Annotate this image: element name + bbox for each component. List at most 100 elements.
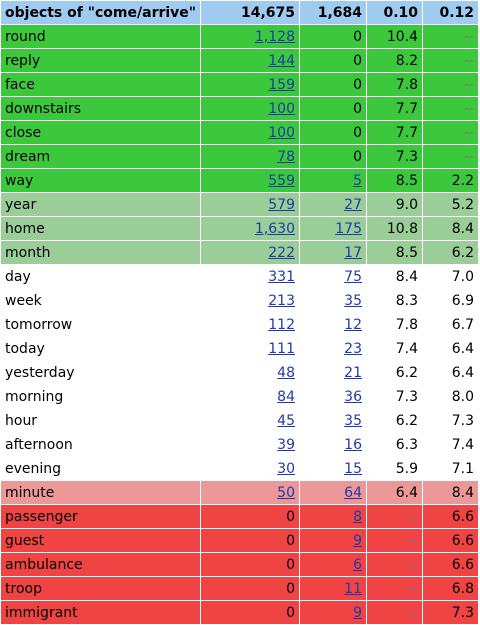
row-score-b: 5.2 <box>451 196 474 213</box>
row-freq-b-link[interactable]: 12 <box>344 316 362 333</box>
row-freq-b-link[interactable]: 11 <box>344 580 362 597</box>
row-freq-b-link[interactable]: 8 <box>353 508 362 525</box>
row-freq-b-cell: 17 <box>300 241 367 265</box>
row-freq-a-cell: 579 <box>201 193 300 217</box>
row-freq-a-link[interactable]: 30 <box>277 460 295 477</box>
row-freq-b-cell: 9 <box>300 601 367 625</box>
row-freq-b-cell: 75 <box>300 265 367 289</box>
row-score-b: 8.4 <box>451 220 474 237</box>
row-score-a: 6.2 <box>395 364 418 381</box>
row-freq-a-cell: 112 <box>201 313 300 337</box>
row-freq-b-cell: 12 <box>300 313 367 337</box>
row-score-b: 2.2 <box>451 172 474 189</box>
row-freq-a-cell: 222 <box>201 241 300 265</box>
table-row: minute 50 64 6.4 8.4 <box>0 480 479 505</box>
header-score-b: 0.12 <box>439 4 474 21</box>
row-score-b: -- <box>463 148 474 165</box>
row-freq-a-link[interactable]: 213 <box>268 292 295 309</box>
row-freq-a-link[interactable]: 45 <box>277 412 295 429</box>
row-freq-b-link[interactable]: 16 <box>344 436 362 453</box>
row-freq-b-link[interactable]: 17 <box>344 244 362 261</box>
header-score-a: 0.10 <box>383 4 418 21</box>
row-freq-b-link[interactable]: 75 <box>344 268 362 285</box>
row-word: face <box>5 76 35 93</box>
row-score-a: 6.4 <box>395 484 418 501</box>
row-freq-b-link[interactable]: 9 <box>353 604 362 621</box>
row-freq-b-cell: 0 <box>353 76 362 93</box>
row-score-b: 7.3 <box>451 412 474 429</box>
row-freq-a-link[interactable]: 50 <box>277 484 295 501</box>
row-freq-b-cell: 0 <box>353 148 362 165</box>
row-freq-a-link[interactable]: 331 <box>268 268 295 285</box>
row-score-a: 8.2 <box>395 52 418 69</box>
row-freq-b-link[interactable]: 5 <box>353 172 362 189</box>
row-freq-a-link[interactable]: 144 <box>268 52 295 69</box>
row-score-b: -- <box>463 76 474 93</box>
row-freq-b-link[interactable]: 21 <box>344 364 362 381</box>
row-freq-a-link[interactable]: 39 <box>277 436 295 453</box>
row-score-b: 7.0 <box>451 268 474 285</box>
row-freq-a-cell: 159 <box>201 73 300 97</box>
row-score-b: 6.6 <box>451 508 474 525</box>
table-body: round 1,128 0 10.4 -- reply 144 0 8.2 -- face 159 0 7… <box>0 24 479 625</box>
row-score-a: -- <box>407 508 418 525</box>
row-freq-a-cell: 39 <box>201 433 300 457</box>
row-freq-a-link[interactable]: 1,630 <box>254 220 295 237</box>
row-freq-b-cell: 15 <box>300 457 367 481</box>
row-freq-b-link[interactable]: 9 <box>353 532 362 549</box>
row-score-b: 8.0 <box>451 388 474 405</box>
row-score-b: -- <box>463 52 474 69</box>
row-score-a: 7.8 <box>395 316 418 333</box>
row-freq-b-link[interactable]: 175 <box>335 220 362 237</box>
row-freq-b-link[interactable]: 35 <box>344 292 362 309</box>
row-freq-b-link[interactable]: 27 <box>344 196 362 213</box>
table-row: evening 30 15 5.9 7.1 <box>0 456 479 481</box>
row-freq-b-link[interactable]: 15 <box>344 460 362 477</box>
row-freq-b-link[interactable]: 6 <box>353 556 362 573</box>
row-score-b: 6.6 <box>451 556 474 573</box>
table-row: downstairs 100 0 7.7 -- <box>0 96 479 121</box>
row-freq-b-cell: 35 <box>300 409 367 433</box>
row-freq-a-link[interactable]: 1,128 <box>254 28 295 45</box>
row-score-a: 8.3 <box>395 292 418 309</box>
row-freq-b-cell: 0 <box>353 28 362 45</box>
row-freq-b-cell: 27 <box>300 193 367 217</box>
table-row: reply 144 0 8.2 -- <box>0 48 479 73</box>
table-row: dream 78 0 7.3 -- <box>0 144 479 169</box>
row-score-b: 7.4 <box>451 436 474 453</box>
row-word: downstairs <box>5 100 82 117</box>
row-word: reply <box>5 52 41 69</box>
row-score-b: 7.1 <box>451 460 474 477</box>
row-score-b: 6.4 <box>451 364 474 381</box>
row-freq-a-cell: 0 <box>286 604 295 621</box>
table-row: yesterday 48 21 6.2 6.4 <box>0 360 479 385</box>
row-freq-a-link[interactable]: 559 <box>268 172 295 189</box>
row-score-a: 7.3 <box>395 148 418 165</box>
table-row: way 559 5 8.5 2.2 <box>0 168 479 193</box>
row-freq-a-link[interactable]: 100 <box>268 124 295 141</box>
row-freq-a-link[interactable]: 112 <box>268 316 295 333</box>
row-freq-a-link[interactable]: 84 <box>277 388 295 405</box>
row-word: day <box>5 268 31 285</box>
row-score-b: 6.4 <box>451 340 474 357</box>
row-freq-a-link[interactable]: 222 <box>268 244 295 261</box>
row-freq-b-cell: 0 <box>353 100 362 117</box>
row-freq-b-link[interactable]: 36 <box>344 388 362 405</box>
row-freq-a-link[interactable]: 159 <box>268 76 295 93</box>
row-freq-a-cell: 100 <box>201 97 300 121</box>
row-freq-b-link[interactable]: 35 <box>344 412 362 429</box>
header-total-freq-b: 1,684 <box>317 4 362 21</box>
row-freq-b-link[interactable]: 23 <box>344 340 362 357</box>
row-freq-b-link[interactable]: 64 <box>344 484 362 501</box>
row-freq-a-link[interactable]: 48 <box>277 364 295 381</box>
row-freq-a-cell: 45 <box>201 409 300 433</box>
row-score-a: 8.5 <box>395 172 418 189</box>
row-score-a: 10.8 <box>386 220 418 237</box>
row-freq-b-cell: 8 <box>300 505 367 529</box>
row-freq-a-link[interactable]: 111 <box>268 340 295 357</box>
row-freq-a-link[interactable]: 100 <box>268 100 295 117</box>
row-freq-a-link[interactable]: 78 <box>277 148 295 165</box>
row-word: home <box>5 220 45 237</box>
row-freq-a-link[interactable]: 579 <box>268 196 295 213</box>
row-score-b: 6.8 <box>451 580 474 597</box>
